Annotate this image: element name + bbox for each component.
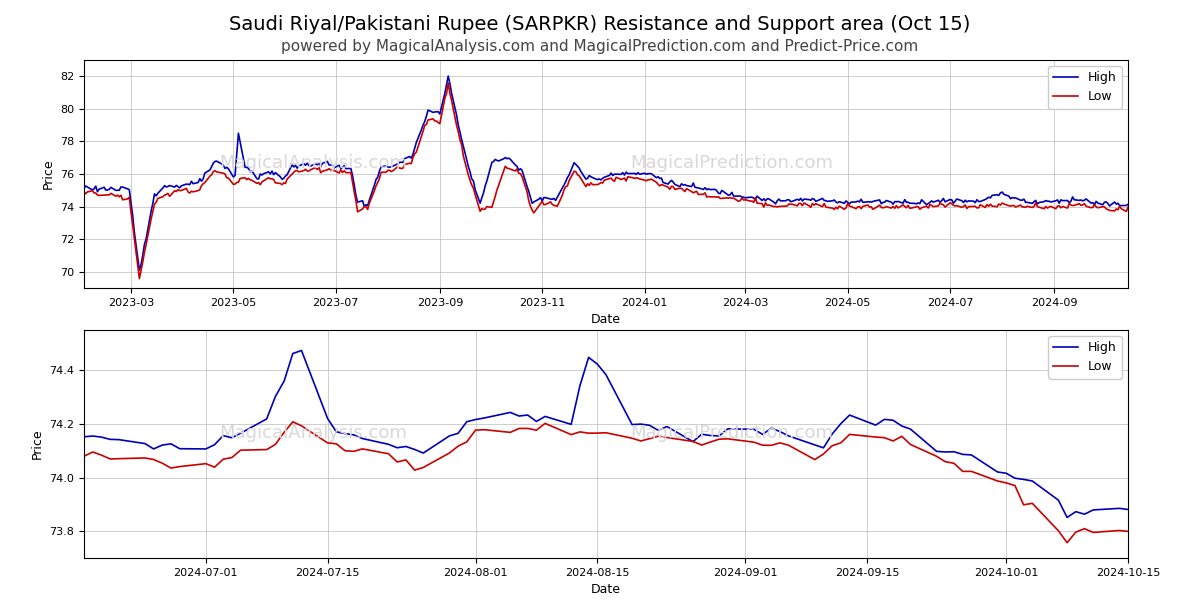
Text: MagicalPrediction.com: MagicalPrediction.com — [630, 424, 833, 442]
Y-axis label: Price: Price — [42, 158, 54, 190]
Text: powered by MagicalAnalysis.com and MagicalPrediction.com and Predict-Price.com: powered by MagicalAnalysis.com and Magic… — [281, 39, 919, 54]
Legend: High, Low: High, Low — [1048, 66, 1122, 109]
Line: Low: Low — [84, 422, 1128, 543]
X-axis label: Date: Date — [592, 583, 622, 596]
Y-axis label: Price: Price — [31, 428, 43, 460]
Text: MagicalAnalysis.com: MagicalAnalysis.com — [220, 424, 408, 442]
Legend: High, Low: High, Low — [1048, 336, 1122, 379]
Line: Low: Low — [84, 83, 1128, 278]
X-axis label: Date: Date — [592, 313, 622, 326]
Text: Saudi Riyal/Pakistani Rupee (SARPKR) Resistance and Support area (Oct 15): Saudi Riyal/Pakistani Rupee (SARPKR) Res… — [229, 15, 971, 34]
Line: High: High — [84, 350, 1128, 517]
Line: High: High — [84, 76, 1128, 270]
Text: MagicalAnalysis.com: MagicalAnalysis.com — [220, 154, 408, 172]
Text: MagicalPrediction.com: MagicalPrediction.com — [630, 154, 833, 172]
